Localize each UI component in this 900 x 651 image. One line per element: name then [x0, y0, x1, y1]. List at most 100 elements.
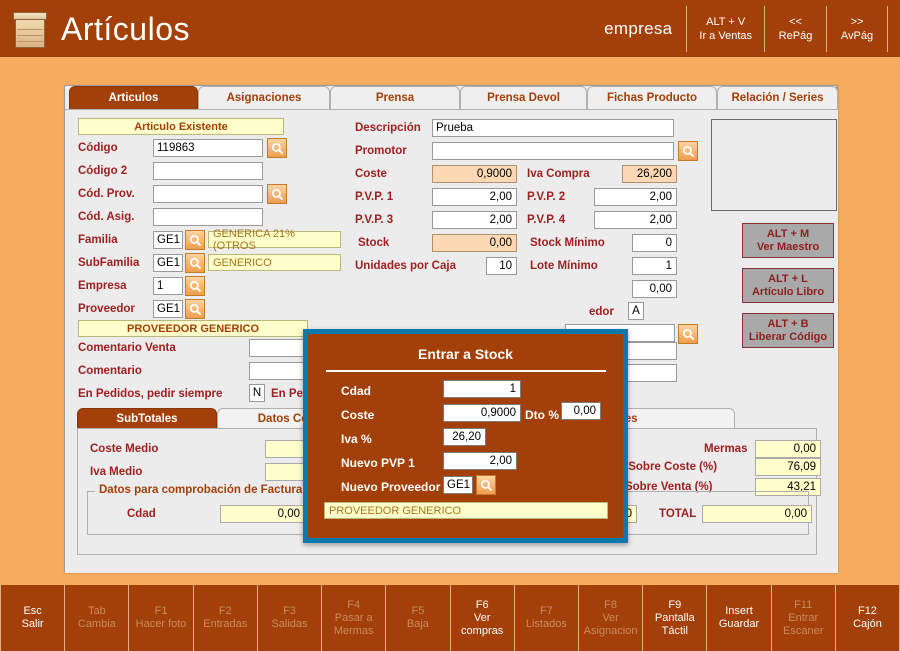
proveedor-code-input[interactable]: GE1	[153, 300, 183, 318]
cod-prov-search-icon[interactable]	[267, 184, 287, 204]
side-button-key: ALT + M	[766, 227, 810, 240]
crate-icon	[13, 11, 47, 49]
empresa-input[interactable]: 1	[153, 277, 183, 295]
empresa-search-icon[interactable]	[185, 276, 205, 296]
articulo-existente-banner: Articulo Existente	[78, 118, 284, 135]
modal-divider	[326, 370, 606, 372]
codigo-search-icon[interactable]	[267, 138, 287, 158]
footer-button-ver-compras[interactable]: F6 Ver compras	[449, 585, 514, 651]
pvp2-input[interactable]: 2,00	[594, 188, 677, 206]
header-actions: empresa ALT + V Ir a Ventas << RePág >> …	[604, 5, 900, 52]
tab-prensa-devol[interactable]: Prensa Devol	[460, 86, 587, 109]
label-pvp1: P.V.P. 1	[355, 191, 394, 203]
footer-key: F3	[283, 605, 296, 617]
promotor-input[interactable]	[432, 142, 674, 160]
modal-dto-input[interactable]: 0,00	[561, 402, 601, 420]
footer-button-hacer-foto[interactable]: F1 Hacer foto	[128, 585, 192, 651]
footer-button-guardar[interactable]: Insert Guardar	[706, 585, 770, 651]
cod-asig-input[interactable]	[153, 208, 263, 226]
footer-label: Mermas	[333, 624, 374, 637]
main-stage: Articulos Asignaciones Prensa Prensa Dev…	[0, 57, 900, 585]
footer-key: Insert	[725, 605, 753, 617]
header-button-avpag[interactable]: >> AvPág	[826, 5, 888, 52]
familia-description: GENERICA 21% (OTROS	[208, 228, 341, 252]
footer-button-cambia[interactable]: Tab Cambia	[64, 585, 128, 651]
label-modal-nuevo-pvp: Nuevo PVP 1	[341, 456, 415, 470]
header-button-repag[interactable]: << RePág	[764, 5, 826, 52]
label-codigo: Código	[78, 142, 118, 154]
tab-relacion-series[interactable]: Relación / Series	[717, 86, 838, 109]
label-factura-cdad: Cdad	[127, 508, 156, 520]
familia-search-icon[interactable]	[185, 230, 205, 250]
footer-label: Cambia	[77, 618, 116, 630]
header-button-ir-a-ventas[interactable]: ALT + V Ir a Ventas	[686, 5, 764, 52]
descripcion-input[interactable]: Prueba	[432, 119, 674, 137]
side-button-liberar-codigo[interactable]: ALT + B Liberar Código	[742, 313, 834, 348]
footer-key: F2	[218, 605, 232, 617]
footer-button-cajon[interactable]: F12 Cajón	[834, 585, 900, 651]
side-button-label: Artículo Libro	[751, 285, 825, 298]
pvp3-input[interactable]: 2,00	[432, 211, 517, 229]
tab-label: Prensa Devol	[487, 92, 560, 104]
footer-button-entrar-escaner[interactable]: F11 Entrar Escaner	[770, 585, 835, 651]
side-button-ver-maestro[interactable]: ALT + M Ver Maestro	[742, 223, 834, 258]
codigo2-input[interactable]	[153, 162, 263, 180]
modal-nuevo-pvp-input[interactable]: 2,00	[443, 452, 517, 470]
stock-input[interactable]: 0,00	[432, 234, 517, 252]
footer-button-ver-asignacion[interactable]: F8 Ver Asignacion	[577, 585, 642, 651]
header-button-key: ALT + V	[706, 15, 746, 28]
cod-prov-input[interactable]	[153, 185, 263, 203]
modal-title: Entrar a Stock	[418, 346, 513, 362]
pvp4-input[interactable]: 2,00	[594, 211, 677, 229]
codigo-input[interactable]: 119863	[153, 139, 263, 157]
footer-label: Salir	[21, 618, 44, 630]
modal-proveedor-search-icon[interactable]	[476, 475, 496, 495]
tab-asignaciones[interactable]: Asignaciones	[198, 86, 330, 109]
coste-input[interactable]: 0,9000	[432, 165, 517, 183]
tab-label: Asignaciones	[226, 92, 302, 104]
tab-fichas-producto[interactable]: Fichas Producto	[587, 86, 717, 109]
footer-button-pantalla-tactil[interactable]: F9 Pantalla Táctil	[642, 585, 706, 651]
subtab-subtotales[interactable]: SubTotales	[77, 408, 217, 428]
stock-minimo-input[interactable]: 0	[632, 234, 677, 252]
footer-label: Asignacion	[583, 624, 638, 637]
footer-button-baja[interactable]: F5 Baja	[385, 585, 449, 651]
pedidos-siempre-input[interactable]: N	[249, 384, 265, 402]
footer-button-salir[interactable]: Esc Salir	[0, 585, 64, 651]
product-photo-box[interactable]	[711, 119, 837, 211]
iva-compra-input[interactable]: 26,200	[622, 165, 677, 183]
footer-key: F6	[475, 598, 489, 611]
hidden-amount-input[interactable]: 0,00	[632, 280, 677, 298]
subfamilia-code-input[interactable]: GE1	[153, 254, 183, 272]
modal-cdad-input[interactable]: 1	[443, 380, 521, 398]
pvp1-input[interactable]: 2,00	[432, 188, 517, 206]
proveedor-secondary-input[interactable]: A	[628, 302, 644, 320]
page-title: Artículos	[61, 10, 190, 47]
footer-button-listados[interactable]: F7 Listados	[513, 585, 578, 651]
label-comentario: Comentario	[78, 365, 142, 377]
tab-articulos[interactable]: Articulos	[69, 86, 198, 109]
proveedor-search-icon[interactable]	[185, 299, 205, 319]
side-button-articulo-libro[interactable]: ALT + L Artículo Libro	[742, 268, 834, 303]
label-pedidos-secondary: En Pe	[271, 388, 303, 400]
footer-button-pasar-a-mermas[interactable]: F4 Pasar a Mermas	[321, 585, 385, 651]
modal-coste-input[interactable]: 0,9000	[443, 404, 521, 422]
footer-button-entradas[interactable]: F2 Entradas	[192, 585, 257, 651]
tab-prensa[interactable]: Prensa	[330, 86, 460, 109]
unidades-caja-input[interactable]: 10	[486, 257, 517, 275]
modal-nuevo-proveedor-input[interactable]: GE1	[443, 476, 473, 494]
footer-key: Esc	[23, 605, 42, 617]
function-key-toolbar: Esc Salir Tab Cambia F1 Hacer foto F2 En…	[0, 585, 900, 651]
label-coste: Coste	[355, 168, 387, 180]
subfamilia-search-icon[interactable]	[185, 253, 205, 273]
lote-minimo-input[interactable]: 1	[632, 257, 677, 275]
promotor-search-icon[interactable]	[678, 141, 698, 161]
footer-label-mid: Ver	[473, 611, 491, 624]
familia-code-input[interactable]: GE1	[153, 231, 183, 249]
footer-label-mid: Pasar a	[334, 611, 373, 624]
tab-label: Fichas Producto	[606, 92, 698, 104]
proveedor-secondary-search-icon[interactable]	[678, 324, 698, 344]
modal-iva-input[interactable]: 26,20	[443, 428, 486, 446]
footer-button-salidas[interactable]: F3 Salidas	[256, 585, 321, 651]
label-modal-dto: Dto %	[525, 408, 559, 422]
